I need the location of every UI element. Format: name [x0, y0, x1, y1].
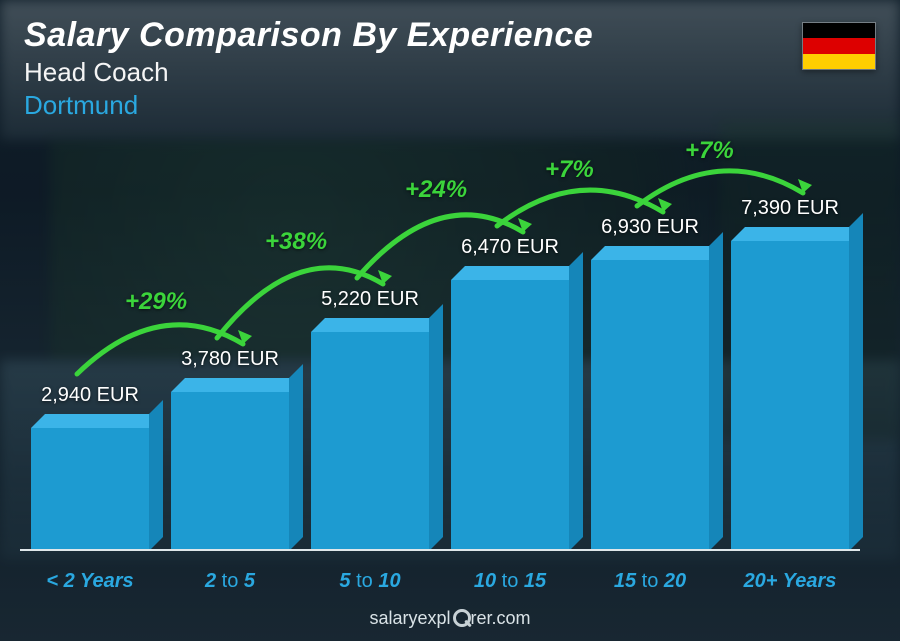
footer-text: rer.com	[471, 608, 531, 628]
flag-stripe	[803, 23, 875, 38]
increase-pct-label: +38%	[265, 228, 327, 256]
bar: 5,220 EUR	[311, 332, 429, 551]
x-axis-category: 5 to 10	[311, 570, 429, 593]
bar-chart: 2,940 EUR3,780 EUR5,220 EUR6,470 EUR6,93…	[20, 150, 860, 551]
footer-text: salaryexpl	[369, 608, 450, 628]
bar-top-face	[451, 266, 583, 280]
increase-pct-label: +29%	[125, 288, 187, 316]
magnifier-o-icon	[453, 609, 471, 627]
germany-flag-icon	[802, 22, 876, 70]
bar: 7,390 EUR	[731, 241, 849, 551]
title-block: Salary Comparison By Experience Head Coa…	[24, 16, 593, 121]
bar: 3,780 EUR	[171, 392, 289, 551]
x-axis-categories: < 2 Years 2 to 5 5 to 10 10 to 15 15 to 20 20…	[20, 570, 860, 593]
bar-front	[591, 260, 709, 551]
x-axis-category: 15 to 20	[591, 570, 709, 593]
x-axis-baseline	[20, 549, 860, 551]
bar-value-label: 6,930 EUR	[570, 216, 730, 239]
x-axis-category: 20+ Years	[731, 570, 849, 593]
bar: 6,930 EUR	[591, 260, 709, 551]
bar-value-label: 3,780 EUR	[150, 348, 310, 371]
increase-pct-label: +24%	[405, 176, 467, 204]
bar-side-face	[569, 252, 583, 551]
bar-top-face	[591, 246, 723, 260]
bar-side-face	[429, 304, 443, 551]
bar-top-face	[171, 378, 303, 392]
bar-front	[311, 332, 429, 551]
bar-front	[731, 241, 849, 551]
x-axis-category: 2 to 5	[171, 570, 289, 593]
bar-value-label: 5,220 EUR	[290, 288, 450, 311]
bar-side-face	[289, 364, 303, 551]
flag-stripe	[803, 38, 875, 53]
increase-pct-label: +7%	[685, 137, 734, 165]
bar-front	[171, 392, 289, 551]
chart-title: Salary Comparison By Experience	[24, 16, 593, 55]
flag-stripe	[803, 54, 875, 69]
bar-value-label: 6,470 EUR	[430, 236, 590, 259]
bar-top-face	[311, 318, 443, 332]
chart-location: Dortmund	[24, 90, 593, 121]
bar-side-face	[149, 400, 163, 551]
stage: Salary Comparison By Experience Head Coa…	[0, 0, 900, 641]
bar-front	[31, 428, 149, 551]
bar: 2,940 EUR	[31, 428, 149, 551]
footer-attribution: salaryexpl rer.com	[0, 608, 900, 629]
bar-front	[451, 280, 569, 551]
x-axis-category: 10 to 15	[451, 570, 569, 593]
bar-top-face	[731, 227, 863, 241]
increase-pct-label: +7%	[545, 156, 594, 184]
bar-side-face	[849, 213, 863, 551]
bar-value-label: 2,940 EUR	[10, 384, 170, 407]
chart-subtitle: Head Coach	[24, 57, 593, 88]
bar-side-face	[709, 232, 723, 551]
bar-top-face	[31, 414, 163, 428]
bar-group: 2,940 EUR3,780 EUR5,220 EUR6,470 EUR6,93…	[20, 150, 860, 551]
bar-value-label: 7,390 EUR	[710, 197, 870, 220]
bar: 6,470 EUR	[451, 280, 569, 551]
x-axis-category: < 2 Years	[31, 570, 149, 593]
